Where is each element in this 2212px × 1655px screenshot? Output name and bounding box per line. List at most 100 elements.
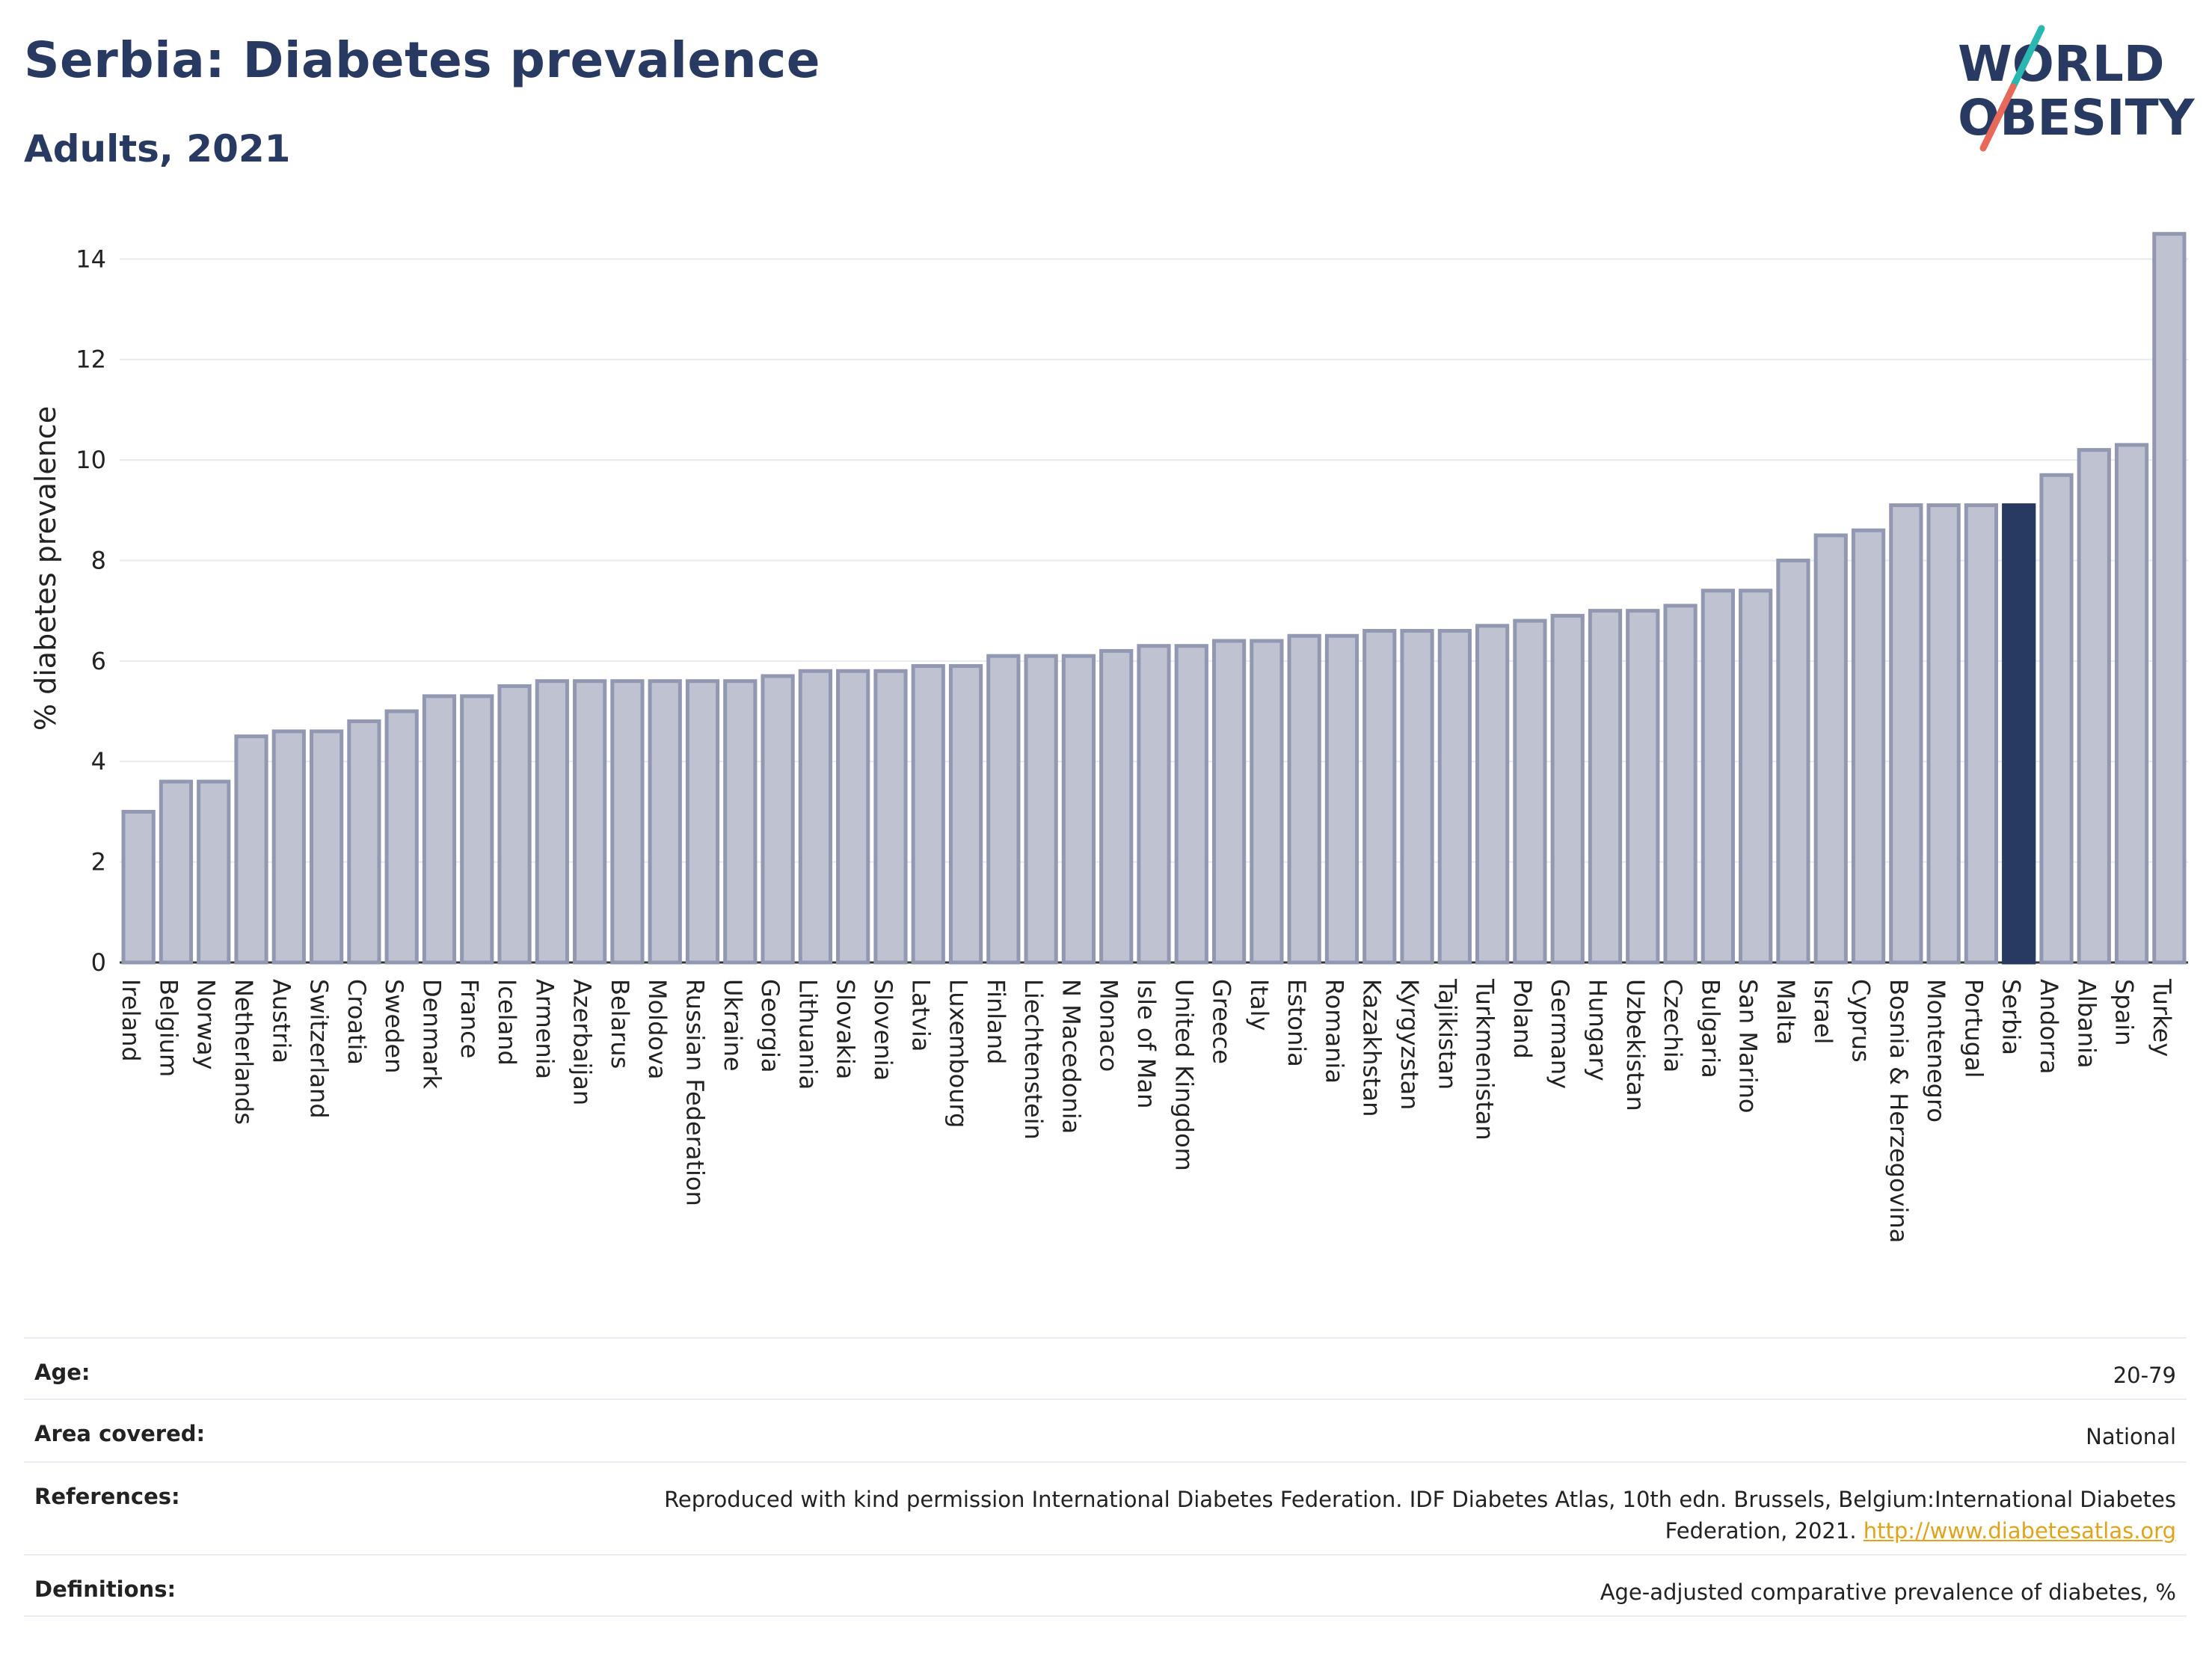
- bar-iceland: [497, 684, 532, 965]
- x-tick-label: Turkey: [2148, 978, 2176, 1057]
- x-axis-labels: Ireland Belgium Norway Netherlands Austria Sw…: [117, 978, 2176, 1243]
- bar-liechtenstein: [1024, 654, 1058, 965]
- bar-netherlands: [234, 734, 268, 965]
- x-tick-label: Liechtenstein: [1019, 979, 1048, 1140]
- bar-bosnia-herzegovina: [1889, 503, 1923, 965]
- bar-russian-federation: [685, 679, 720, 965]
- meta-value: Age-adjusted comparative prevalence of d…: [1600, 1579, 2176, 1605]
- meta-row-age: Age: 20-79: [24, 1337, 2187, 1398]
- bar-poland: [1513, 618, 1547, 965]
- bar-kyrgyzstan: [1400, 629, 1434, 965]
- x-tick-label: Malta: [1772, 979, 1800, 1045]
- world-obesity-logo: WORLD OBESITY: [1958, 25, 2196, 152]
- chart-title: Serbia: Diabetes prevalence: [24, 31, 821, 89]
- x-tick-label: Bosnia & Herzegovina: [1884, 979, 1913, 1243]
- y-tick-label: 14: [76, 245, 106, 273]
- y-axis-ticks: 0 2 4 6 8 10 12 14: [76, 245, 106, 977]
- bar-latvia: [911, 664, 945, 965]
- x-tick-label: Andorra: [2035, 979, 2063, 1074]
- y-tick-label: 4: [91, 747, 106, 776]
- bar-georgia: [761, 674, 795, 965]
- y-axis-label: % diabetes prevalence: [29, 406, 62, 731]
- bar-estonia: [1287, 633, 1321, 965]
- x-tick-label: Lithuania: [793, 979, 822, 1090]
- meta-row-definitions: Definitions: Age-adjusted comparative pr…: [24, 1554, 2187, 1617]
- bar-turkey: [2152, 232, 2187, 965]
- logo-coral-slash: [1979, 83, 2017, 152]
- bar-lithuania: [798, 669, 832, 965]
- x-tick-label: Netherlands: [230, 979, 258, 1125]
- x-tick-label: Bulgaria: [1696, 979, 1724, 1078]
- meta-key: Definitions:: [34, 1576, 176, 1602]
- x-tick-label: Belarus: [606, 979, 634, 1069]
- meta-key: Area covered:: [34, 1421, 206, 1446]
- bar-chart: 0 2 4 6 8 10 12 14 Ireland Belgium Norway Netherla…: [29, 232, 2188, 1243]
- x-tick-label: Uzbekistan: [1621, 979, 1650, 1111]
- references-link[interactable]: http://www.diabetesatlas.org: [1863, 1518, 2176, 1544]
- metadata-table: Age: 20-79 Area covered: National Refere…: [24, 1337, 2187, 1617]
- x-tick-label: Norway: [192, 979, 221, 1069]
- x-tick-label: Ukraine: [719, 979, 747, 1072]
- bar-slovenia: [873, 669, 908, 965]
- bar-czechia: [1663, 604, 1698, 965]
- x-tick-label: Austria: [267, 979, 295, 1063]
- x-tick-label: Estonia: [1282, 979, 1311, 1067]
- bar-n-macedonia: [1061, 654, 1096, 965]
- bar-isle-of-man: [1137, 644, 1171, 965]
- x-tick-label: Moldova: [643, 979, 672, 1080]
- bar-belarus: [610, 679, 645, 965]
- x-tick-label: Iceland: [493, 979, 521, 1066]
- bar-austria: [271, 729, 306, 965]
- x-tick-label: Belgium: [154, 979, 182, 1077]
- y-tick-label: 10: [76, 446, 106, 474]
- x-tick-label: Sweden: [380, 979, 408, 1073]
- y-tick-label: 2: [91, 848, 106, 876]
- x-tick-label: Luxembourg: [944, 979, 973, 1128]
- x-tick-label: Isle of Man: [1132, 979, 1161, 1108]
- logo-teal-slash: [2009, 25, 2045, 90]
- x-tick-label: Portugal: [1959, 979, 1988, 1078]
- bar-turkmenistan: [1475, 624, 1510, 965]
- bar-albania: [2077, 448, 2111, 965]
- meta-value: National: [2086, 1424, 2176, 1449]
- references-text: Reproduced with kind permission Internat…: [664, 1487, 2176, 1544]
- bar-tajikistan: [1437, 629, 1472, 965]
- x-tick-label: San Marino: [1734, 979, 1763, 1114]
- bar-andorra: [2039, 473, 2074, 965]
- bar-belgium: [159, 779, 194, 965]
- x-tick-label: Germany: [1546, 979, 1574, 1089]
- bar-switzerland: [309, 729, 344, 965]
- bar-greece: [1211, 639, 1247, 965]
- bar-malta: [1776, 558, 1810, 965]
- bar-bulgaria: [1701, 589, 1735, 965]
- meta-row-references: References: Reproduced with kind permiss…: [24, 1461, 2187, 1554]
- x-tick-label: Czechia: [1659, 979, 1687, 1072]
- bar-montenegro: [1926, 503, 1961, 965]
- x-tick-label: Spain: [2110, 979, 2139, 1045]
- bar-ukraine: [723, 679, 758, 965]
- y-tick-label: 12: [76, 346, 106, 374]
- meta-value: 20-79: [2113, 1363, 2176, 1388]
- chart-subtitle: Adults, 2021: [24, 127, 291, 171]
- x-tick-label: Croatia: [342, 979, 371, 1065]
- x-tick-label: France: [455, 979, 484, 1058]
- x-tick-label: Ireland: [117, 979, 145, 1062]
- bar-portugal: [1964, 503, 1999, 965]
- x-tick-label: Cyprus: [1847, 979, 1875, 1063]
- x-tick-label: Montenegro: [1922, 979, 1950, 1123]
- bar-san-marino: [1739, 589, 1773, 965]
- x-tick-label: Greece: [1208, 979, 1236, 1064]
- x-tick-label: Albania: [2072, 979, 2101, 1068]
- x-tick-label: Tajikistan: [1433, 978, 1461, 1090]
- meta-value: Reproduced with kind permission Internat…: [643, 1484, 2176, 1547]
- y-tick-label: 0: [91, 948, 106, 977]
- x-tick-label: Slovenia: [869, 979, 897, 1081]
- bar-slovakia: [836, 669, 870, 965]
- meta-key: Age:: [34, 1360, 90, 1385]
- x-tick-label: Kyrgyzstan: [1395, 979, 1424, 1110]
- bar-romania: [1324, 633, 1360, 965]
- bar-united-kingdom: [1174, 644, 1208, 965]
- bar-serbia: [2002, 503, 2036, 965]
- x-tick-label: Israel: [1809, 979, 1837, 1044]
- bar-cyprus: [1851, 528, 1886, 965]
